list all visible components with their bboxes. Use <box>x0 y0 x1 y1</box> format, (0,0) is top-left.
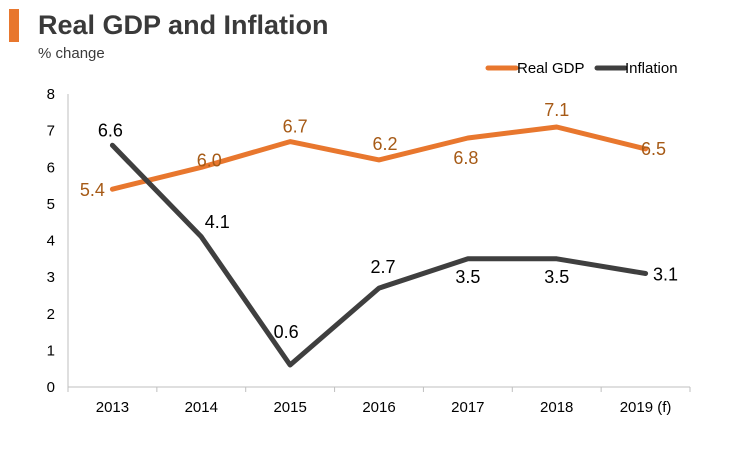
gdp-data-label: 6.5 <box>641 139 666 159</box>
x-tick-label: 2013 <box>96 399 129 416</box>
x-tick-label: 2015 <box>273 399 306 416</box>
y-tick-label: 6 <box>47 159 55 176</box>
gdp-data-label: 6.7 <box>283 117 308 137</box>
gdp-data-label: 6.2 <box>372 134 397 154</box>
y-tick-label: 7 <box>47 123 55 140</box>
x-tick-label: 2019 (f) <box>620 399 672 416</box>
y-tick-label: 3 <box>47 269 55 286</box>
data-labels: 5.4 6.0 6.7 6.2 6.8 7.1 6.5 6.6 4.1 0.6 2.7 3.5 3.5 3… <box>80 100 678 342</box>
x-tick-label: 2017 <box>451 399 484 416</box>
gdp-data-label: 7.1 <box>544 100 569 120</box>
x-tick-label: 2016 <box>362 399 395 416</box>
x-tick-label: 2018 <box>540 399 573 416</box>
chart-axes: 0 1 2 3 4 5 6 7 8 2013 2014 2015 2016 2017 2018 2019 (f… <box>47 86 691 416</box>
y-tick-label: 1 <box>47 342 55 359</box>
gdp-legend-label: Real GDP <box>517 60 585 77</box>
inflation-data-label: 4.1 <box>205 212 230 232</box>
inflation-series-line <box>109 142 649 368</box>
x-tick-label: 2014 <box>185 399 218 416</box>
y-tick-label: 0 <box>47 379 55 396</box>
inflation-data-label: 3.5 <box>544 267 569 287</box>
y-axis-unit-label: % change <box>38 45 105 62</box>
legend: Real GDP Inflation <box>485 60 678 77</box>
gdp-data-label: 6.8 <box>453 148 478 168</box>
chart-title: Real GDP and Inflation <box>38 10 329 40</box>
gdp-data-label: 5.4 <box>80 180 105 200</box>
gdp-series-line <box>109 124 649 192</box>
y-tick-label: 8 <box>47 86 55 103</box>
y-tick-label: 4 <box>47 233 55 250</box>
inflation-data-label: 6.6 <box>98 120 123 140</box>
inflation-data-label: 3.1 <box>653 264 678 284</box>
inflation-data-label: 0.6 <box>274 322 299 342</box>
gdp-data-label: 6.0 <box>197 150 222 170</box>
inflation-data-label: 3.5 <box>455 267 480 287</box>
chart-series <box>109 124 649 368</box>
y-tick-label: 5 <box>47 196 55 213</box>
inflation-legend-label: Inflation <box>625 60 678 77</box>
y-tick-label: 2 <box>47 306 55 323</box>
inflation-data-label: 2.7 <box>370 257 395 277</box>
title-accent-bar <box>9 9 19 42</box>
